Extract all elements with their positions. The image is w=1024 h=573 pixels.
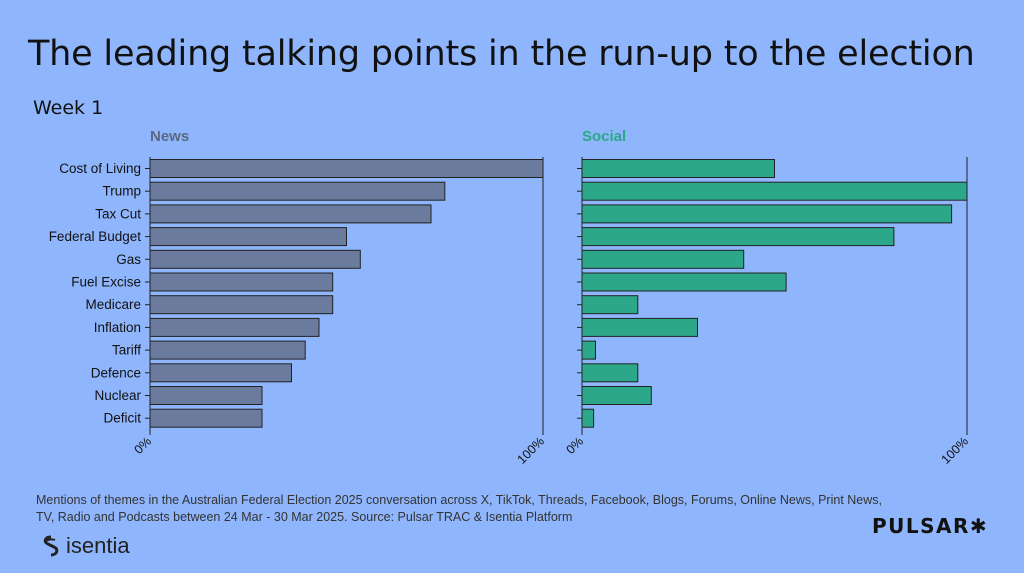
news-bar — [149, 386, 263, 405]
category-label: Federal Budget — [49, 229, 142, 244]
news-x-tick-label: 100% — [515, 434, 548, 467]
news-bar — [149, 408, 263, 428]
news-x-tick-label: 0% — [131, 434, 154, 457]
isentia-logo: isentia — [40, 533, 130, 559]
category-label: Deficit — [103, 411, 141, 426]
bar-charts: News Cost of Living Trump Tax Cut Federal Bu… — [49, 128, 972, 467]
category-label: Gas — [116, 252, 141, 267]
footnote: Mentions of themes in the Australian Fed… — [36, 493, 882, 524]
social-bar — [581, 227, 895, 247]
social-bar — [581, 204, 953, 224]
social-bar — [581, 340, 596, 360]
category-label: Tax Cut — [95, 206, 141, 221]
news-panel-title: News — [150, 128, 189, 145]
news-bar — [149, 272, 334, 292]
news-bar — [149, 295, 334, 315]
chart-subtitle: Week 1 — [33, 97, 104, 119]
category-label: Inflation — [94, 320, 141, 335]
category-label: Medicare — [85, 297, 141, 312]
social-bar — [581, 181, 968, 201]
social-bar — [581, 317, 698, 337]
category-label: Tariff — [112, 343, 141, 358]
social-panel-title: Social — [582, 128, 626, 145]
social-bar — [581, 408, 595, 428]
social-bar — [581, 295, 639, 315]
news-bar — [149, 181, 446, 201]
category-label: Fuel Excise — [71, 275, 141, 290]
news-bar — [149, 227, 347, 247]
news-bar — [149, 204, 432, 224]
pulsar-logo: PULSAR✱ — [872, 514, 989, 538]
news-bar — [149, 317, 320, 337]
category-label: Trump — [102, 184, 141, 199]
category-label: Defence — [91, 365, 141, 380]
isentia-logo-text: isentia — [66, 533, 130, 558]
social-bar — [581, 159, 775, 178]
social-x-tick-label: 0% — [563, 434, 586, 457]
social-x-tick-label: 100% — [939, 434, 972, 467]
category-label: Nuclear — [94, 388, 141, 403]
social-bar — [581, 363, 639, 383]
isentia-mark-icon — [43, 535, 59, 557]
category-label: Cost of Living — [59, 161, 141, 176]
news-bar — [149, 363, 292, 383]
news-bar — [149, 249, 361, 269]
social-bar — [581, 386, 652, 405]
social-bar — [581, 272, 787, 292]
news-bar — [149, 159, 544, 178]
news-bar — [149, 340, 306, 360]
social-bar — [581, 249, 745, 269]
chart-title: The leading talking points in the run-up… — [28, 34, 975, 74]
